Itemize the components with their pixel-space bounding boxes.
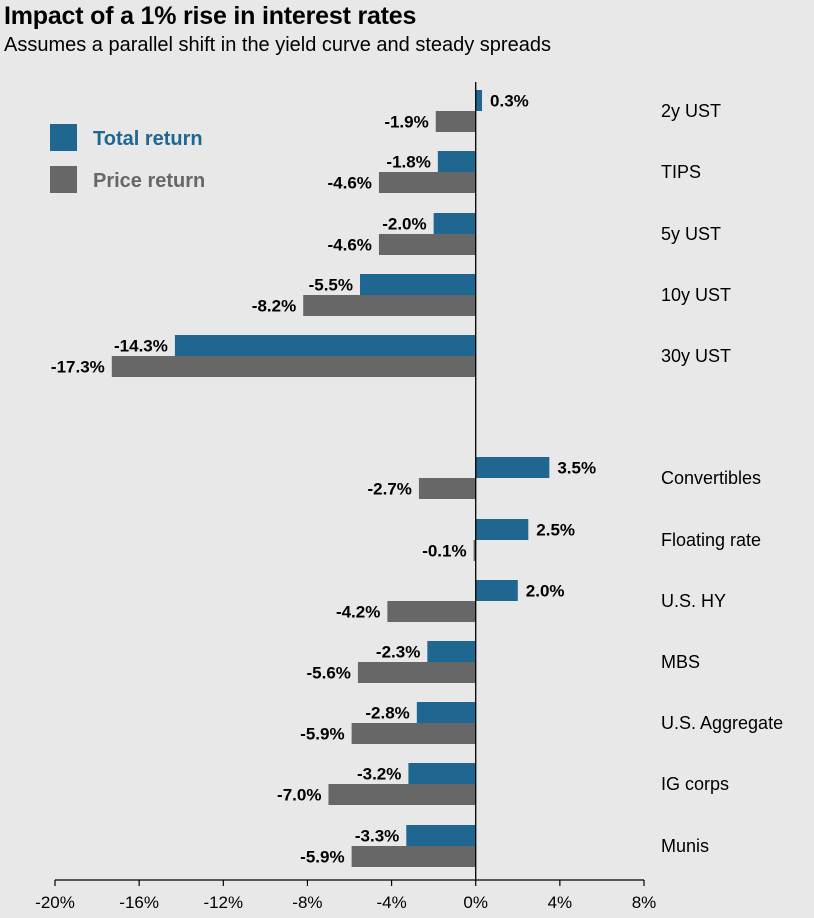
- total-return-value-label: 3.5%: [557, 459, 596, 478]
- total-return-value-label: -14.3%: [114, 337, 168, 356]
- total-return-bar: [416, 702, 476, 723]
- price-return-value-label: -5.9%: [300, 848, 344, 867]
- price-return-bar: [418, 478, 476, 499]
- legend-total-return-swatch: [50, 124, 77, 151]
- total-return-bar: [406, 825, 476, 846]
- total-return-value-label: -5.5%: [309, 276, 353, 295]
- total-return-value-label: -2.3%: [376, 643, 420, 662]
- price-return-bar: [111, 356, 476, 377]
- price-return-bar: [378, 172, 476, 193]
- x-tick-label: 8%: [632, 893, 657, 912]
- total-return-bar: [360, 274, 476, 295]
- total-return-value-label: 2.5%: [536, 521, 575, 540]
- category-label: Munis: [661, 836, 709, 856]
- price-return-bar: [387, 601, 476, 622]
- price-return-value-label: -7.0%: [277, 786, 321, 805]
- price-return-value-label: -4.6%: [328, 174, 372, 193]
- x-tick-label: -8%: [292, 893, 322, 912]
- total-return-bar: [475, 90, 483, 111]
- category-label: 10y UST: [661, 285, 731, 305]
- total-return-value-label: -1.8%: [386, 153, 430, 172]
- x-tick-label: -16%: [119, 893, 159, 912]
- x-tick-label: 4%: [548, 893, 573, 912]
- chart-title: Impact of a 1% rise in interest rates: [4, 2, 417, 30]
- category-label: Floating rate: [661, 530, 761, 550]
- total-return-value-label: 0.3%: [490, 92, 529, 111]
- price-return-bar: [328, 784, 476, 805]
- total-return-value-label: -2.0%: [382, 215, 426, 234]
- legend-total-return-label: Total return: [93, 128, 203, 150]
- category-label: U.S. HY: [661, 591, 726, 611]
- total-return-value-label: -3.3%: [355, 827, 399, 846]
- total-return-bar: [427, 641, 476, 662]
- price-return-bar: [351, 846, 476, 867]
- total-return-bar: [475, 519, 529, 540]
- category-label: TIPS: [661, 162, 701, 182]
- total-return-value-label: -2.8%: [365, 704, 409, 723]
- price-return-bar: [351, 723, 476, 744]
- legend-price-return-swatch: [50, 166, 77, 193]
- price-return-value-label: -8.2%: [252, 297, 296, 316]
- total-return-bar: [475, 457, 550, 478]
- price-return-value-label: -5.9%: [300, 725, 344, 744]
- x-tick-label: -20%: [35, 893, 75, 912]
- price-return-value-label: -1.9%: [384, 113, 428, 132]
- price-return-value-label: -4.6%: [328, 236, 372, 255]
- price-return-value-label: -0.1%: [422, 542, 466, 561]
- category-label: Convertibles: [661, 468, 761, 488]
- price-return-bar: [378, 234, 476, 255]
- category-label: U.S. Aggregate: [661, 713, 783, 733]
- category-label: 30y UST: [661, 346, 731, 366]
- total-return-bar: [433, 213, 476, 234]
- price-return-bar: [303, 295, 476, 316]
- total-return-value-label: -3.2%: [357, 765, 401, 784]
- total-return-value-label: 2.0%: [526, 582, 565, 601]
- category-label: 5y UST: [661, 224, 721, 244]
- price-return-value-label: -17.3%: [51, 358, 105, 377]
- legend-price-return-label: Price return: [93, 170, 205, 192]
- x-tick-label: -12%: [203, 893, 243, 912]
- total-return-bar: [408, 763, 476, 784]
- chart-subtitle: Assumes a parallel shift in the yield cu…: [4, 34, 551, 56]
- category-label: IG corps: [661, 774, 729, 794]
- price-return-bar: [435, 111, 476, 132]
- price-return-value-label: -5.6%: [306, 664, 350, 683]
- category-label: MBS: [661, 652, 700, 672]
- total-return-bar: [475, 580, 518, 601]
- price-return-value-label: -4.2%: [336, 603, 380, 622]
- x-tick-label: 0%: [463, 893, 488, 912]
- category-label: 2y UST: [661, 101, 721, 121]
- price-return-bar: [357, 662, 476, 683]
- price-return-value-label: -2.7%: [367, 480, 411, 499]
- total-return-bar: [437, 151, 476, 172]
- x-tick-label: -4%: [376, 893, 406, 912]
- price-return-bar: [473, 540, 476, 561]
- total-return-bar: [174, 335, 476, 356]
